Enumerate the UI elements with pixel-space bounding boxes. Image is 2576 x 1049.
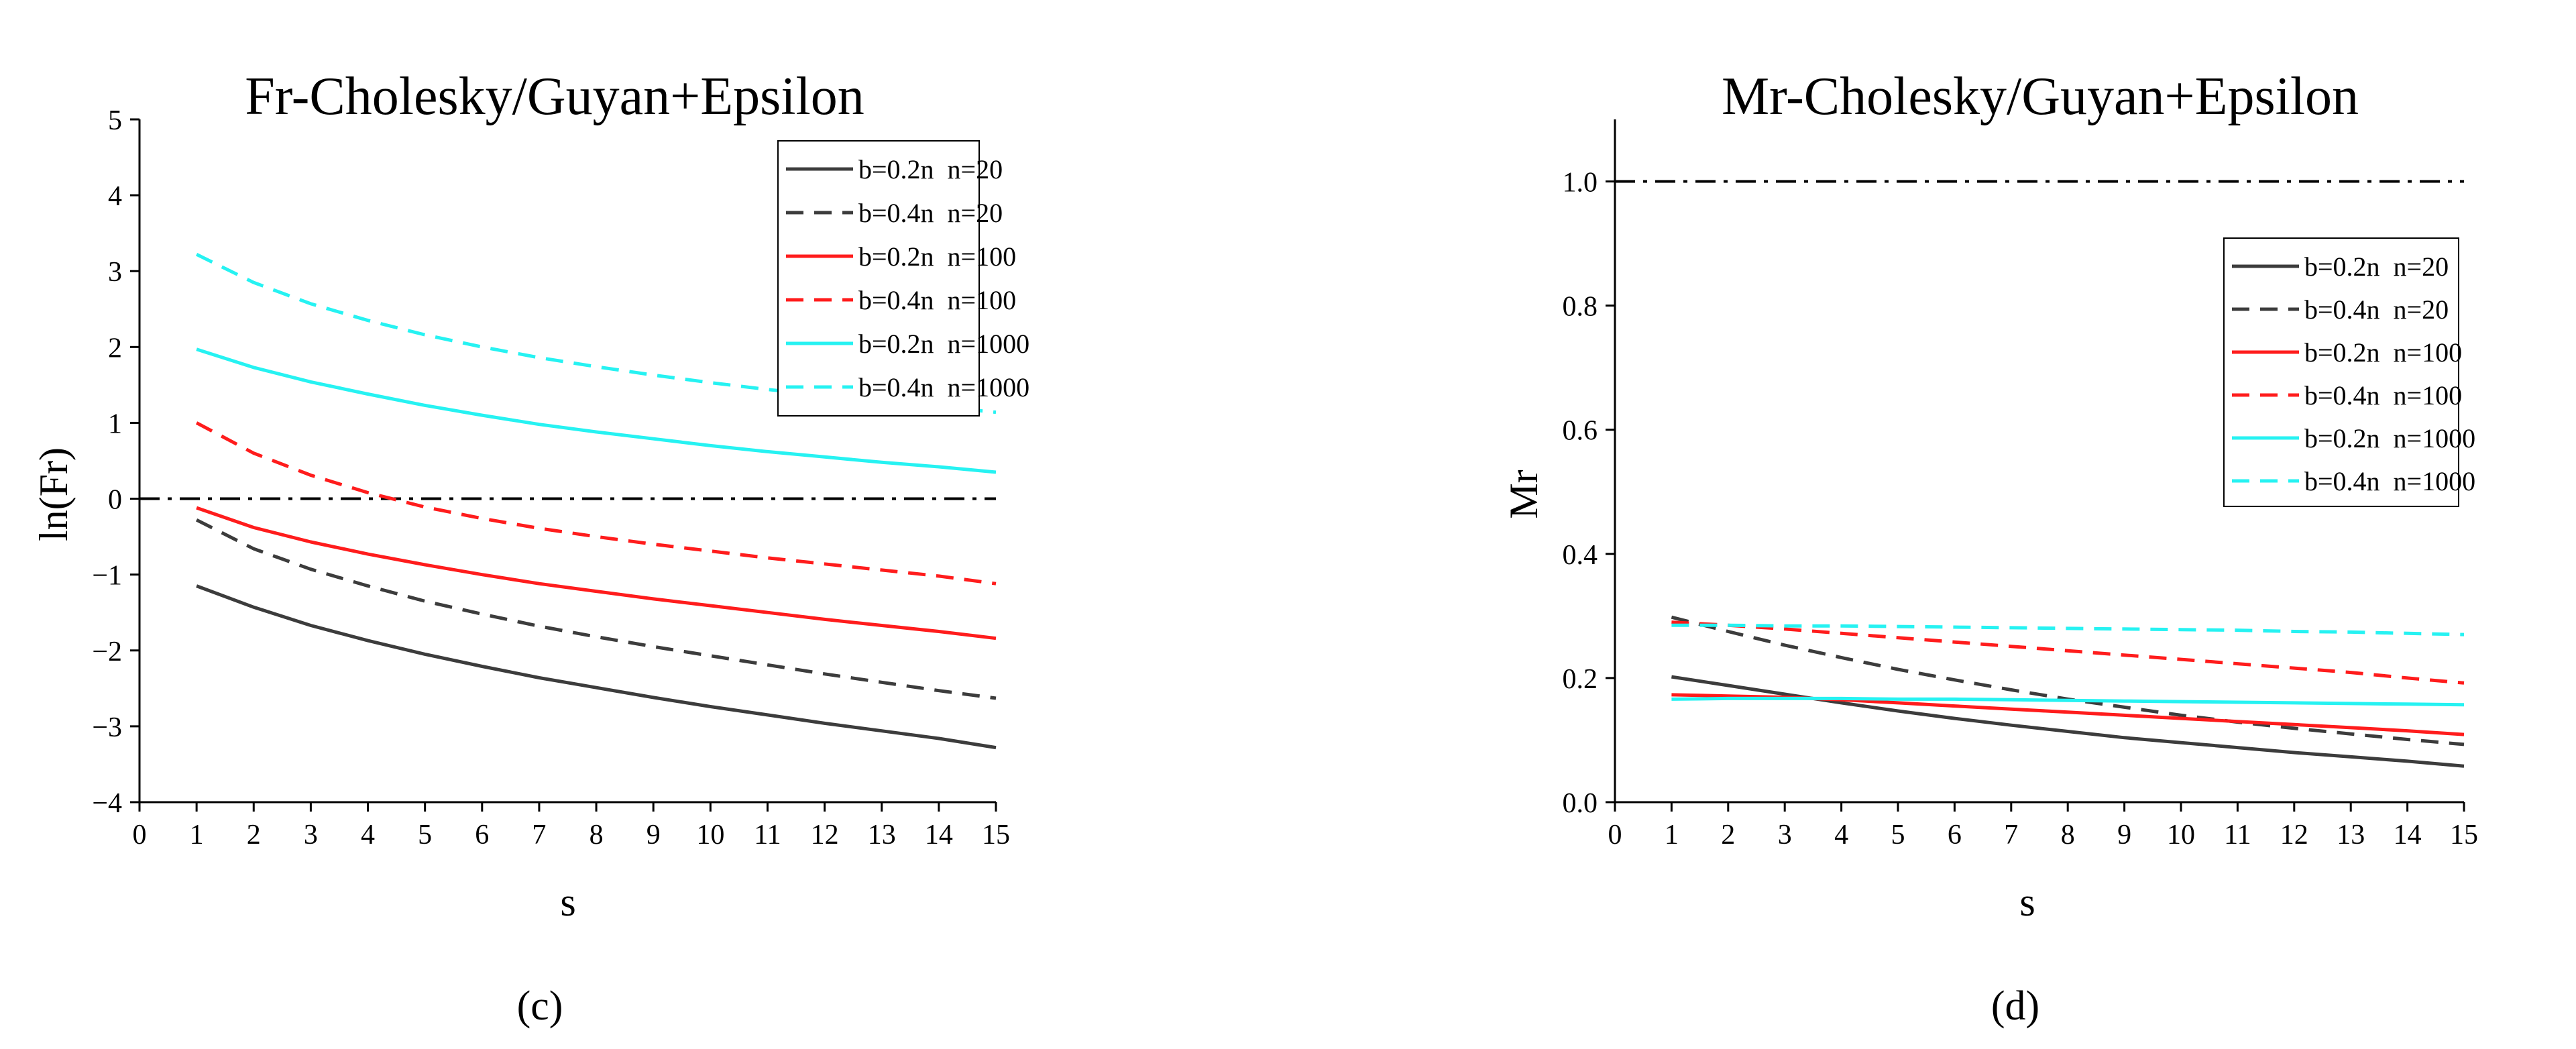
y-tick-label: 0.4 [1563,540,1598,571]
legend-label: b=0.2n n=1000 [858,329,1029,359]
x-tick-label: 5 [1891,820,1905,850]
y-tick-label: 0 [108,485,122,516]
x-tick-label: 8 [2061,820,2075,850]
legend-label: b=0.2n n=100 [858,241,1016,272]
x-tick-label: 4 [1834,820,1848,850]
legend-label: b=0.4n n=20 [858,198,1003,228]
x-tick-label: 9 [647,820,661,850]
x-tick-label: 7 [532,820,546,850]
series-line [195,421,997,586]
x-tick-label: 6 [1948,820,1962,850]
legend-label: b=0.2n n=20 [858,154,1003,184]
legend-label: b=0.4n n=20 [2304,294,2449,325]
x-tick-label: 1 [190,820,204,850]
x-tick-label: 11 [754,820,781,850]
series-line [1671,623,2465,637]
x-tick-label: 7 [2004,820,2018,850]
x-tick-label: 3 [304,820,318,850]
y-tick-label: −4 [92,788,122,819]
series-line [1671,620,2465,685]
x-axis-label: s [2019,880,2035,924]
y-tick-label: −3 [92,712,122,743]
legend-label: b=0.4n n=100 [858,285,1016,315]
x-tick-label: 0 [1608,820,1622,850]
series-lines [1671,615,2465,768]
y-tick-label: 0.0 [1563,788,1598,819]
x-tick-label: 1 [1665,820,1679,850]
legend-label: b=0.2n n=20 [2304,252,2449,282]
y-axis-label: Mr [1502,470,1546,518]
y-tick-label: 0.6 [1563,416,1598,447]
series-line [1671,675,2465,768]
caption-c: (c) [517,983,563,1029]
chart-title: Fr-Cholesky/Guyan+Epsilon [245,67,864,126]
y-tick-label: −2 [92,637,122,667]
legend-label: b=0.2n n=100 [2304,337,2462,368]
x-tick-label: 14 [2394,820,2422,850]
y-tick-label: 1.0 [1563,168,1598,199]
x-tick-label: 6 [475,820,489,850]
legend-label: b=0.4n n=1000 [2304,466,2475,496]
series-line [1671,696,2465,707]
series-line [195,518,997,700]
x-tick-label: 3 [1778,820,1792,850]
legend-label: b=0.2n n=1000 [2304,423,2475,453]
x-axis-label: s [560,880,575,924]
x-tick-label: 9 [2117,820,2131,850]
y-tick-label: 1 [108,408,122,439]
x-tick-label: 0 [133,820,147,850]
x-tick-label: 2 [247,820,261,850]
y-tick-label: 2 [108,333,122,364]
series-line [196,347,997,474]
y-tick-label: 4 [108,181,122,212]
y-tick-label: −1 [92,561,122,592]
x-tick-label: 2 [1721,820,1735,850]
series-line [196,506,997,641]
y-tick-label: 3 [108,257,122,288]
x-tick-label: 8 [590,820,604,850]
y-tick-label: 5 [108,105,122,136]
legend: b=0.2n n=20 b=0.4n n=20 b=0.2n n=100 b=0.4n… [2223,237,2475,507]
x-tick-label: 5 [418,820,432,850]
legend-label: b=0.4n n=1000 [858,372,1029,402]
x-tick-label: 12 [811,820,839,850]
x-tick-label: 15 [982,820,1010,850]
x-tick-label: 14 [925,820,953,850]
x-tick-label: 15 [2450,820,2478,850]
chart-title: Mr-Cholesky/Guyan+Epsilon [1722,67,2359,126]
axes: 0 1 2 3 4 5 6 7 8 9 10 11 12 13 14 150.00.20.40.60.81.0 [1563,119,2478,850]
x-tick-label: 12 [2280,820,2308,850]
caption-d: (d) [1991,983,2039,1029]
x-tick-label: 13 [868,820,896,850]
y-axis-label: ln(Fr) [32,447,76,541]
legend-box [777,140,980,417]
y-tick-label: 0.8 [1563,292,1598,323]
x-tick-label: 11 [2224,820,2251,850]
y-tick-label: 0.2 [1563,664,1598,695]
series-line [1671,615,2465,747]
x-tick-label: 10 [2167,820,2195,850]
legend-box [2223,237,2459,507]
x-tick-label: 10 [696,820,724,850]
series-line [196,584,997,750]
legend: b=0.2n n=20 b=0.4n n=20 b=0.2n n=100 b=0.4n… [777,140,1029,417]
x-tick-label: 4 [361,820,375,850]
legend-label: b=0.4n n=100 [2304,380,2462,410]
x-tick-label: 13 [2337,820,2365,850]
